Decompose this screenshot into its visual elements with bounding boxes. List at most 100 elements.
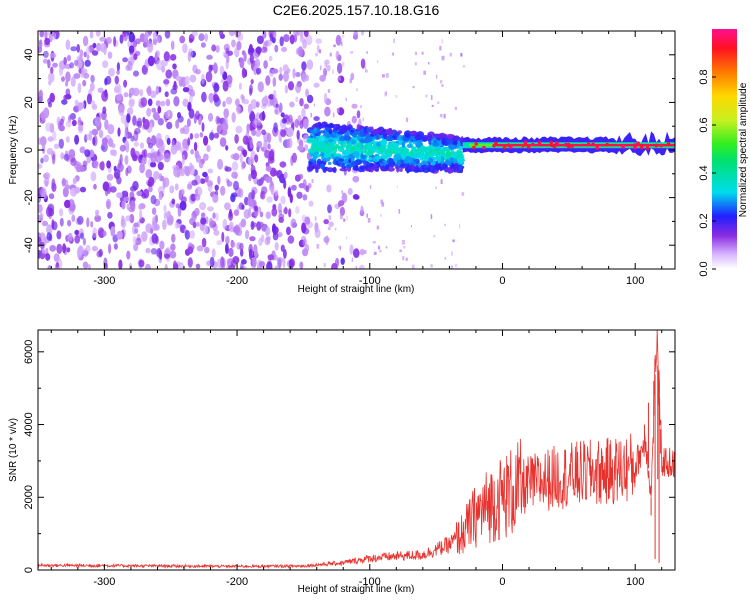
spectrogram-noise-cell xyxy=(53,143,60,149)
spectrogram-noise-cell xyxy=(194,133,200,139)
spectrogram-noise-cell xyxy=(211,248,216,258)
spectrogram-noise-cell xyxy=(195,263,201,269)
spectrogram-noise-cell xyxy=(98,129,104,139)
spectrogram-noise-cell xyxy=(286,138,290,148)
spectrogram-sparse-cell xyxy=(323,263,327,267)
spectrogram-band-cell xyxy=(375,141,381,147)
spectrogram-noise-cell xyxy=(91,50,99,56)
chart-title: C2E6.2025.157.10.18.G16 xyxy=(273,2,440,18)
spectrogram-band-cell xyxy=(393,142,399,149)
spectrogram-noise-cell xyxy=(264,149,271,159)
spectrogram-noise-cell xyxy=(92,227,98,239)
spectrogram-noise-cell xyxy=(40,157,44,164)
spectrogram-noise-cell xyxy=(101,137,108,145)
spectrogram-band-cell xyxy=(364,144,368,149)
spectrogram-line-dot xyxy=(554,142,558,147)
spectrogram-noise-cell xyxy=(132,115,137,126)
spectrogram-noise-cell xyxy=(296,31,301,36)
spectrogram-noise-cell xyxy=(194,193,201,201)
spectrogram-noise-cell xyxy=(213,62,218,73)
spectrogram-noise-cell xyxy=(213,82,220,93)
spectrogram-noise-cell xyxy=(174,183,179,191)
spectrogram-noise-cell xyxy=(161,59,168,67)
spectrogram-noise-cell xyxy=(248,207,252,218)
spectrogram-noise-cell xyxy=(277,202,282,213)
spectrogram-band-cell xyxy=(338,158,345,163)
spectrogram-noise-cell xyxy=(126,250,131,260)
spectrogram-noise-cell xyxy=(74,134,80,145)
spectrogram-sparse-cell xyxy=(348,189,351,194)
spectrogram-noise-cell xyxy=(254,58,261,68)
spectrogram-band-cell xyxy=(404,132,411,138)
spectrogram-noise-cell xyxy=(99,36,107,42)
spectrogram-noise-cell xyxy=(250,220,255,230)
spectrogram-band-cell xyxy=(362,159,366,166)
spectrogram-noise-cell xyxy=(223,108,229,118)
spectrogram-noise-cell xyxy=(198,33,205,42)
spectrogram-noise-cell xyxy=(118,105,125,116)
spectrogram-band-cell xyxy=(351,139,355,145)
spectrogram-noise-cell xyxy=(73,73,81,79)
spectrogram-noise-cell xyxy=(207,112,214,122)
spectrogram-noise-cell xyxy=(202,153,209,161)
spectrogram-noise-cell xyxy=(276,257,284,263)
spectrogram-band-cell xyxy=(434,163,442,167)
spectrogram-band-cell xyxy=(419,158,427,161)
spectrogram-noise-cell xyxy=(251,129,257,136)
spectrogram-noise-cell xyxy=(241,67,246,79)
spectrogram-band-cell xyxy=(406,164,411,169)
spectrogram-noise-cell xyxy=(153,170,160,180)
spectrogram-noise-cell xyxy=(278,213,285,219)
spectrogram-noise-cell xyxy=(221,231,225,243)
spectrogram-noise-cell xyxy=(53,253,60,262)
spectrogram-noise-cell xyxy=(91,245,98,252)
spectrogram-noise-cell xyxy=(263,60,268,69)
spectrogram-noise-cell xyxy=(335,34,341,46)
spectrogram-noise-cell xyxy=(140,142,144,150)
spectrogram-noise-cell xyxy=(66,247,71,253)
spectrogram-noise-cell xyxy=(165,98,171,107)
spectrogram-sparse-cell xyxy=(345,97,347,102)
spectrogram-noise-cell xyxy=(156,59,163,71)
spectrogram-band-cell xyxy=(345,163,352,169)
spectrogram-heatmap xyxy=(38,31,675,269)
spectrogram-noise-cell xyxy=(240,161,245,170)
spectrogram-noise-cell xyxy=(295,71,301,78)
spectrogram-noise-cell xyxy=(175,119,180,129)
spectrogram-sparse-cell xyxy=(377,60,379,64)
spectrogram-band-cell xyxy=(457,158,464,165)
spectrogram-noise-cell xyxy=(106,200,111,209)
spectrogram-line-dot xyxy=(605,142,609,147)
spectrogram-noise-cell xyxy=(128,31,135,43)
spectrogram-noise-cell xyxy=(71,119,77,127)
spectrogram-noise-cell xyxy=(151,107,157,113)
spectrogram-noise-cell xyxy=(182,98,189,107)
spectrogram-noise-cell xyxy=(132,236,137,245)
spectrogram-sparse-cell xyxy=(338,203,341,207)
spectrogram-sparse-cell xyxy=(405,117,409,122)
spectrogram-sparse-cell xyxy=(318,49,322,54)
spectrogram-noise-cell xyxy=(41,248,47,254)
spectrogram-noise-cell xyxy=(272,232,279,241)
spectrogram-noise-cell xyxy=(163,51,170,62)
spectrogram-noise-cell xyxy=(273,254,278,261)
spectrogram-noise-cell xyxy=(255,129,262,137)
spectrogram-noise-cell xyxy=(240,94,244,100)
spectrogram-noise-cell xyxy=(170,243,176,251)
spectrogram-noise-cell xyxy=(157,138,164,147)
snr-y-tick-label: 0 xyxy=(23,567,35,573)
spectrogram-noise-cell xyxy=(235,98,240,107)
spectrogram-noise-cell xyxy=(141,157,145,168)
colorbar-label: Normalized spectral amplitude xyxy=(738,82,749,217)
spectrogram-noise-cell xyxy=(62,243,67,254)
spectrogram-noise-cell xyxy=(349,244,354,255)
spectrogram-noise-cell xyxy=(146,107,152,117)
spectrogram-noise-cell xyxy=(306,94,314,104)
spectrogram-noise-cell xyxy=(146,85,152,97)
spectrogram-noise-cell xyxy=(106,160,111,169)
spectrogram-noise-cell xyxy=(256,120,262,127)
spectrogram-noise-cell xyxy=(67,232,73,242)
spectrogram-noise-cell xyxy=(286,226,291,236)
spectrogram-noise-cell xyxy=(133,53,138,61)
